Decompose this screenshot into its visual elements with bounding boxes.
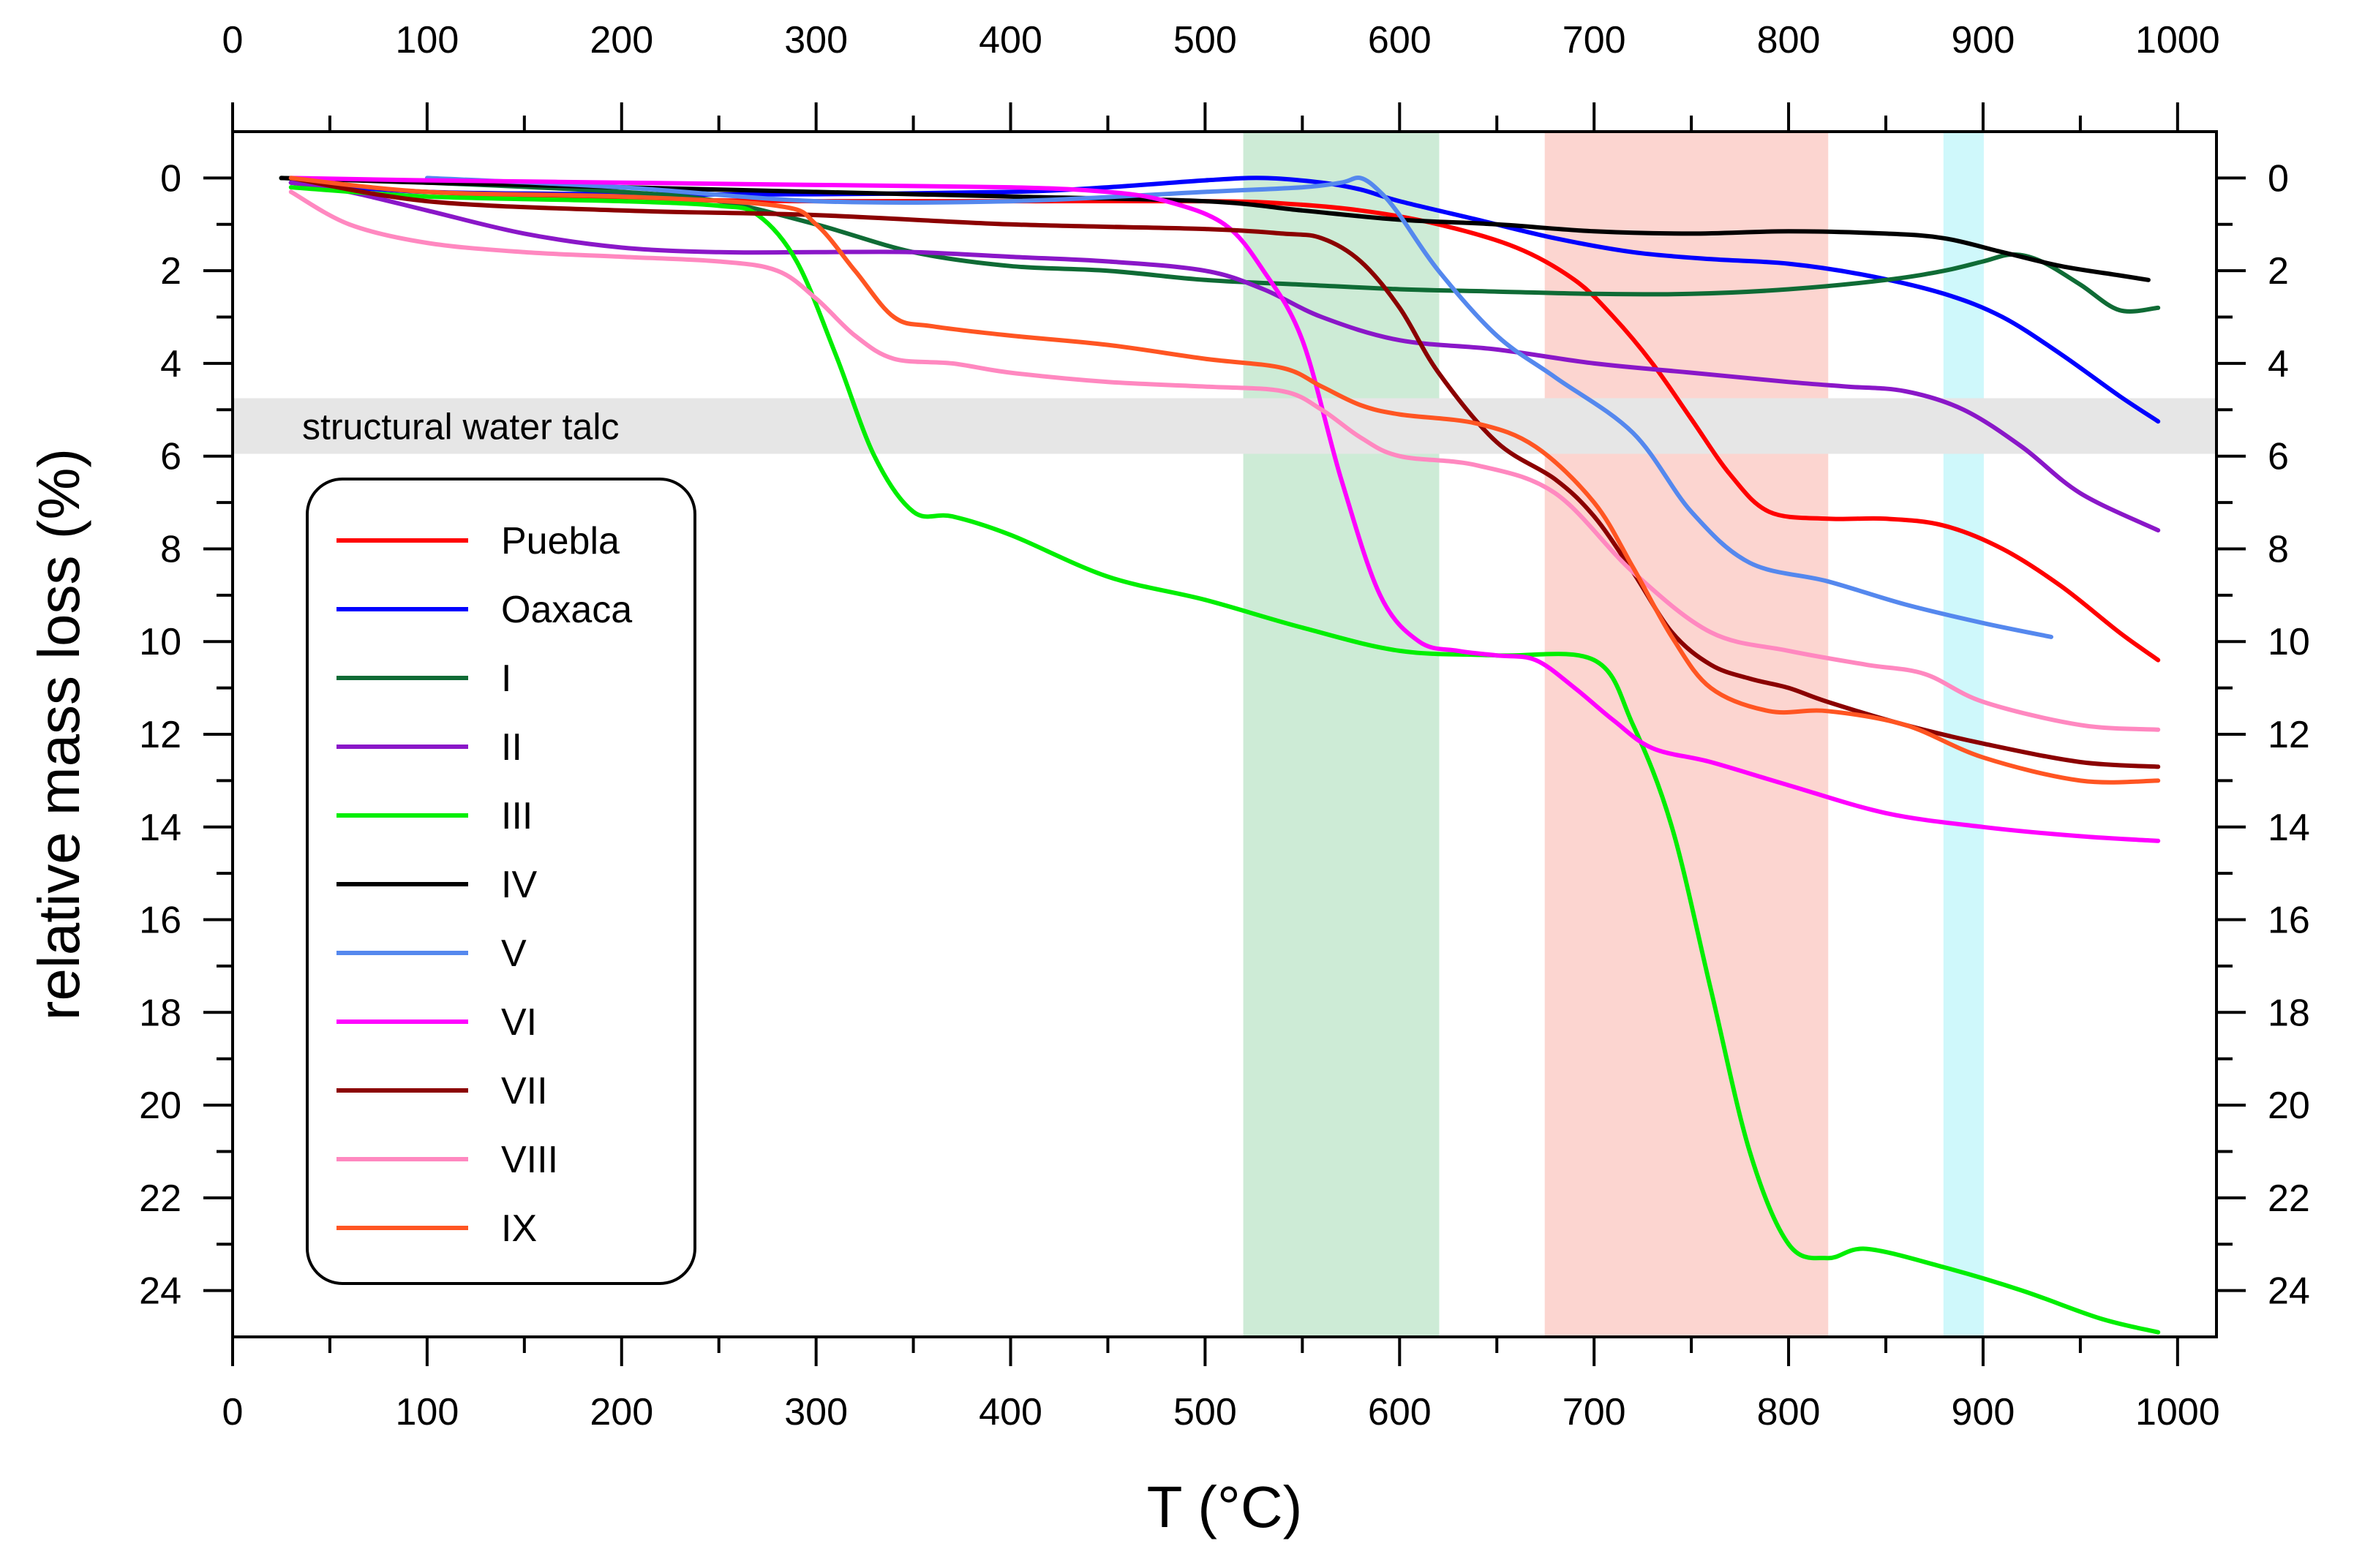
x-tick-label-top: 500 (1173, 19, 1237, 61)
x-tick-label-top: 300 (784, 19, 848, 61)
series-lines (279, 175, 2161, 1335)
x-tick-label-top: 600 (1368, 19, 1432, 61)
legend-label-iv: IV (501, 864, 537, 906)
y-tick-label-right: 24 (2268, 1270, 2310, 1313)
series-line-iv (279, 176, 2151, 282)
x-tick-label-top: 1000 (2135, 19, 2220, 61)
x-tick-label-top: 200 (590, 19, 653, 61)
y-tick-label-left: 4 (160, 343, 181, 385)
x-tick-label-bottom: 0 (222, 1391, 244, 1433)
x-tick-label-bottom: 700 (1563, 1391, 1626, 1433)
x-tick-label-bottom: 300 (784, 1391, 848, 1433)
legend-label-iii: III (501, 795, 533, 837)
y-tick-label-left: 6 (160, 436, 181, 478)
y-tick-label-right: 0 (2268, 157, 2289, 200)
y-tick-label-left: 8 (160, 528, 181, 570)
legend-label-ii: II (501, 726, 522, 769)
y-tick-label-right: 2 (2268, 250, 2289, 293)
series-line-viii (288, 189, 2161, 732)
legend-label-viii: VIII (501, 1139, 558, 1181)
x-tick-label-bottom: 100 (395, 1391, 459, 1433)
y-tick-label-right: 10 (2268, 621, 2310, 663)
x-tick-label-bottom: 500 (1173, 1391, 1237, 1433)
x-tick-label-bottom: 600 (1368, 1391, 1432, 1433)
y-tick-label-left: 10 (139, 621, 181, 663)
y-tick-label-right: 8 (2268, 528, 2289, 570)
series-line-oaxaca (288, 176, 2161, 424)
x-tick-label-bottom: 400 (979, 1391, 1042, 1433)
series-line-ix (288, 176, 2161, 785)
legend-label-vii: VII (501, 1070, 548, 1112)
y-tick-label-right: 18 (2268, 992, 2310, 1034)
temperature-band-2 (1544, 131, 1829, 1338)
x-tick-label-bottom: 800 (1757, 1391, 1821, 1433)
y-tick-label-right: 20 (2268, 1085, 2310, 1127)
y-tick-label-right: 4 (2268, 343, 2289, 385)
series-line-v (424, 175, 2053, 639)
legend-label-ix: IX (501, 1207, 537, 1250)
y-tick-label-left: 22 (139, 1177, 181, 1220)
y-tick-label-left: 12 (139, 714, 181, 756)
x-tick-label-top: 0 (222, 19, 244, 61)
axes: 0010010020020030030040040050050060060070… (139, 19, 2310, 1433)
x-tick-label-top: 900 (1952, 19, 2015, 61)
y-tick-label-left: 0 (160, 157, 181, 200)
legend-label-v: V (501, 932, 527, 975)
x-tick-label-top: 800 (1757, 19, 1821, 61)
structural-water-talc-label: structural water talc (302, 406, 619, 447)
x-tick-label-top: 700 (1563, 19, 1626, 61)
series-line-ii (288, 180, 2161, 533)
y-tick-label-left: 18 (139, 992, 181, 1034)
x-tick-label-bottom: 200 (590, 1391, 653, 1433)
y-tick-label-right: 6 (2268, 436, 2289, 478)
legend-label-vi: VI (501, 1001, 537, 1044)
legend-label-i: I (501, 657, 511, 700)
y-tick-label-left: 20 (139, 1085, 181, 1127)
legend-label-oaxaca: Oaxaca (501, 589, 632, 631)
y-tick-label-left: 14 (139, 807, 181, 849)
horizontal-band-1 (233, 398, 2216, 454)
y-tick-label-right: 14 (2268, 807, 2310, 849)
legend-label-puebla: Puebla (501, 520, 620, 562)
y-axis-title: relative mass loss (%) (26, 448, 91, 1020)
y-tick-label-right: 22 (2268, 1177, 2310, 1220)
y-tick-label-right: 12 (2268, 714, 2310, 756)
x-axis-title: T (°C) (1147, 1474, 1303, 1539)
series-line-vi (288, 176, 2161, 843)
x-tick-label-top: 100 (395, 19, 459, 61)
x-tick-label-bottom: 1000 (2135, 1391, 2220, 1433)
y-tick-label-left: 2 (160, 250, 181, 293)
series-line-vii (288, 176, 2161, 769)
x-tick-label-bottom: 900 (1952, 1391, 2015, 1433)
y-tick-label-left: 16 (139, 900, 181, 942)
series-line-iii (288, 185, 2161, 1335)
x-tick-label-top: 400 (979, 19, 1042, 61)
y-tick-label-left: 24 (139, 1270, 181, 1313)
y-tick-label-right: 16 (2268, 900, 2310, 942)
temperature-band-1 (1243, 131, 1440, 1338)
